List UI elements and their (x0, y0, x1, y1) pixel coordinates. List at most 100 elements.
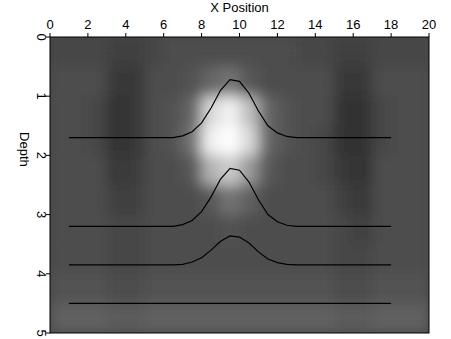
heatmap-cell (69, 96, 88, 126)
heatmap-cell (410, 96, 429, 126)
heatmap-cell (145, 185, 164, 215)
heatmap-cell (258, 67, 277, 97)
heatmap-cell (183, 126, 202, 156)
x-tick-label: 18 (384, 17, 398, 32)
y-axis-title: Depth (17, 132, 32, 167)
heatmap-cell (353, 274, 372, 304)
heatmap-cell (183, 67, 202, 97)
heatmap-cell (410, 67, 429, 97)
reflector-line (69, 168, 391, 226)
heatmap-cell (164, 37, 183, 67)
heatmap-cell (221, 155, 240, 185)
y-tick-label: 0 (34, 33, 49, 40)
heatmap-cell (69, 155, 88, 185)
heatmap-cell (69, 215, 88, 245)
heatmap-cell (296, 274, 315, 304)
heatmap-cell (315, 96, 334, 126)
heatmap-cell (277, 303, 296, 333)
heatmap-cell (107, 303, 126, 333)
x-tick-label: 20 (422, 17, 436, 32)
heatmap-cell (240, 215, 259, 245)
heatmap-cell (69, 126, 88, 156)
heatmap-cell (334, 96, 353, 126)
heatmap-cell (202, 37, 221, 67)
heatmap-cell (164, 67, 183, 97)
heatmap-cell (353, 37, 372, 67)
heatmap-cell (353, 303, 372, 333)
heatmap-cell (50, 185, 69, 215)
heatmap-cell (258, 96, 277, 126)
heatmap-cell (240, 96, 259, 126)
heatmap-cell (391, 215, 410, 245)
heatmap-cell (126, 155, 145, 185)
heatmap-cell (372, 303, 391, 333)
x-tick (201, 33, 202, 37)
heatmap-cell (277, 155, 296, 185)
heatmap-cell (126, 244, 145, 274)
heatmap-cell (391, 126, 410, 156)
heatmap-cell (258, 185, 277, 215)
heatmap-cell (202, 155, 221, 185)
heatmap-cell (391, 155, 410, 185)
heatmap-cell (258, 155, 277, 185)
heatmap-cell (296, 185, 315, 215)
heatmap-cell (353, 67, 372, 97)
reflector-line (69, 80, 391, 138)
heatmap-cell (296, 96, 315, 126)
heatmap-cell (183, 303, 202, 333)
heatmap-cell (391, 37, 410, 67)
heatmap-cell (164, 185, 183, 215)
heatmap-cell (240, 244, 259, 274)
heatmap-cell (126, 67, 145, 97)
x-tick (125, 33, 126, 37)
heatmap-cell (391, 244, 410, 274)
y-tick-label: 4 (34, 270, 49, 277)
heatmap-cell (372, 37, 391, 67)
heatmap-cell (410, 215, 429, 245)
heatmap-cell (315, 244, 334, 274)
heatmap-cell (372, 155, 391, 185)
heatmap-cell (296, 215, 315, 245)
heatmap-cell (334, 185, 353, 215)
heatmap-cell (372, 215, 391, 245)
heatmap-cell (126, 303, 145, 333)
heatmap-cell (410, 37, 429, 67)
heatmap-cell (240, 303, 259, 333)
heatmap-cell (202, 274, 221, 304)
heatmap-cell (50, 155, 69, 185)
heatmap-cell (391, 185, 410, 215)
heatmap-cell (258, 126, 277, 156)
reflector-line (69, 236, 391, 265)
heatmap-cell (202, 185, 221, 215)
heatmap-cell (315, 126, 334, 156)
heatmap-cell (258, 215, 277, 245)
heatmap-cell (50, 96, 69, 126)
heatmap-cell (69, 244, 88, 274)
x-tick (163, 33, 164, 37)
heatmap-cell (315, 67, 334, 97)
heatmap-cell (202, 215, 221, 245)
heatmap-cell (145, 244, 164, 274)
y-tick-label: 3 (34, 211, 49, 218)
plot-area (50, 37, 429, 333)
heatmap-cell (296, 67, 315, 97)
heatmap-cell (50, 215, 69, 245)
x-tick (277, 33, 278, 37)
heatmap-cell (410, 185, 429, 215)
heatmap-cell (277, 244, 296, 274)
heatmap-cell (277, 185, 296, 215)
heatmap-cell (183, 215, 202, 245)
heatmap-cell (296, 126, 315, 156)
heatmap-cell (315, 185, 334, 215)
x-tick (353, 33, 354, 37)
heatmap-cell (50, 67, 69, 97)
heatmap-cell (315, 215, 334, 245)
heatmap-cell (410, 244, 429, 274)
heatmap-cell (391, 96, 410, 126)
heatmap-cell (107, 185, 126, 215)
heatmap-cell (69, 67, 88, 97)
heatmap-cell (126, 96, 145, 126)
heatmap-cell (164, 303, 183, 333)
heatmap-cell (202, 67, 221, 97)
heatmap-cell (69, 274, 88, 304)
